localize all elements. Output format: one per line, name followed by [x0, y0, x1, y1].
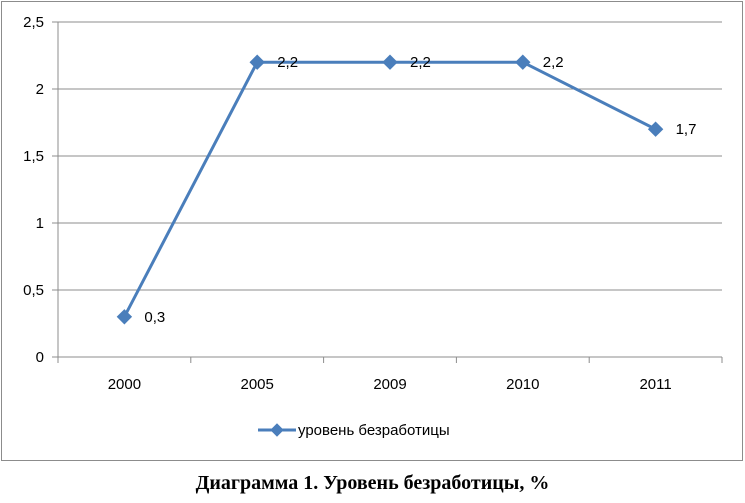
- y-tick-label: 0,5: [23, 282, 44, 299]
- data-point-marker: [249, 54, 265, 70]
- series-line: [123, 60, 657, 318]
- data-label: 2,2: [277, 54, 298, 71]
- x-tick-label: 2010: [506, 376, 539, 393]
- x-tick-label: 2011: [639, 376, 671, 393]
- legend-label: уровень безработицы: [298, 422, 450, 439]
- chart-frame: [1, 1, 743, 461]
- data-point-marker: [382, 54, 398, 70]
- data-label: 0,3: [144, 309, 165, 326]
- data-label: 1,7: [676, 121, 697, 138]
- y-tick-label: 2,5: [23, 14, 44, 31]
- y-tick-label: 1,5: [23, 148, 44, 165]
- data-point-marker: [647, 121, 664, 137]
- line-chart: 0 0,5 1 1,5 2 2,5 2000 2005 2009 2010 2011 0,3 2,2 2,…: [23, 14, 723, 439]
- data-point-marker: [515, 54, 531, 70]
- data-label: 2,2: [410, 54, 431, 71]
- y-tick-label: 0: [36, 349, 44, 366]
- x-tick-label: 2000: [108, 376, 141, 393]
- legend-marker: [270, 423, 284, 437]
- x-tick-label: 2009: [373, 376, 406, 393]
- chart-caption: Диаграмма 1. Уровень безработицы, %: [195, 472, 550, 494]
- data-label: 2,2: [543, 54, 564, 71]
- x-tick-label: 2005: [241, 376, 274, 393]
- y-tick-label: 1: [36, 215, 44, 232]
- y-tick-label: 2: [36, 81, 44, 98]
- data-point-marker: [116, 309, 133, 325]
